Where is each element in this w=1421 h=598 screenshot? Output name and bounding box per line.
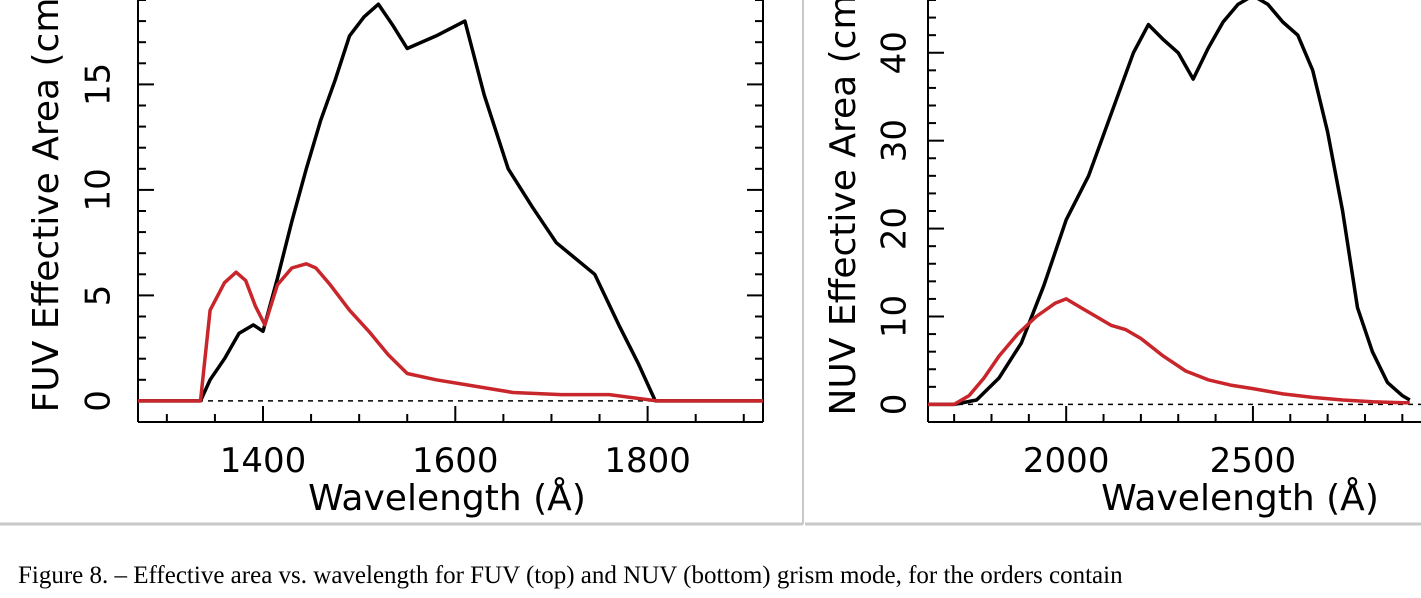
- nuv-y-axis-title: NUV Effective Area (cm: [823, 0, 864, 416]
- nuv-x-axis-title: Wavelength (Å): [1101, 476, 1379, 519]
- nuv-x-tick-label: 2000: [1023, 441, 1110, 481]
- nuv-series-red: [928, 297, 1410, 407]
- figure-caption: Figure 8. – Effective area vs. wavelengt…: [18, 562, 1123, 589]
- fuv-y-axis-title: FUV Effective Area (cm: [26, 0, 67, 412]
- fuv-y-tick-label: 15: [79, 63, 119, 106]
- fuv-series-red: [138, 262, 763, 403]
- nuv-y-tick-label: 20: [875, 207, 915, 250]
- fuv-y-tick-label: 5: [79, 285, 119, 307]
- nuv-y-tick-label: 10: [875, 295, 915, 338]
- fuv-effective-area-chart: 0 5 10 15 1400 1600 1800 Wavelength (Å) FUV Effe…: [26, 0, 764, 519]
- fuv-x-tick-label: 1400: [220, 441, 307, 481]
- fuv-x-axis-title: Wavelength (Å): [308, 476, 586, 519]
- fuv-y-tick-label: 10: [79, 168, 119, 211]
- nuv-y-tick-label: 30: [875, 119, 915, 162]
- panel-frames: [0, 0, 1421, 526]
- nuv-series-black: [928, 0, 1411, 407]
- fuv-series-black: [138, 2, 763, 403]
- fuv-y-tick-label: 0: [79, 390, 119, 412]
- nuv-y-tick-label: 40: [875, 31, 915, 74]
- nuv-x-tick-label: 2500: [1210, 441, 1297, 481]
- fuv-x-tick-label: 1800: [604, 441, 691, 481]
- nuv-y-tick-label: 0: [875, 394, 915, 416]
- fuv-x-tick-label: 1600: [412, 441, 499, 481]
